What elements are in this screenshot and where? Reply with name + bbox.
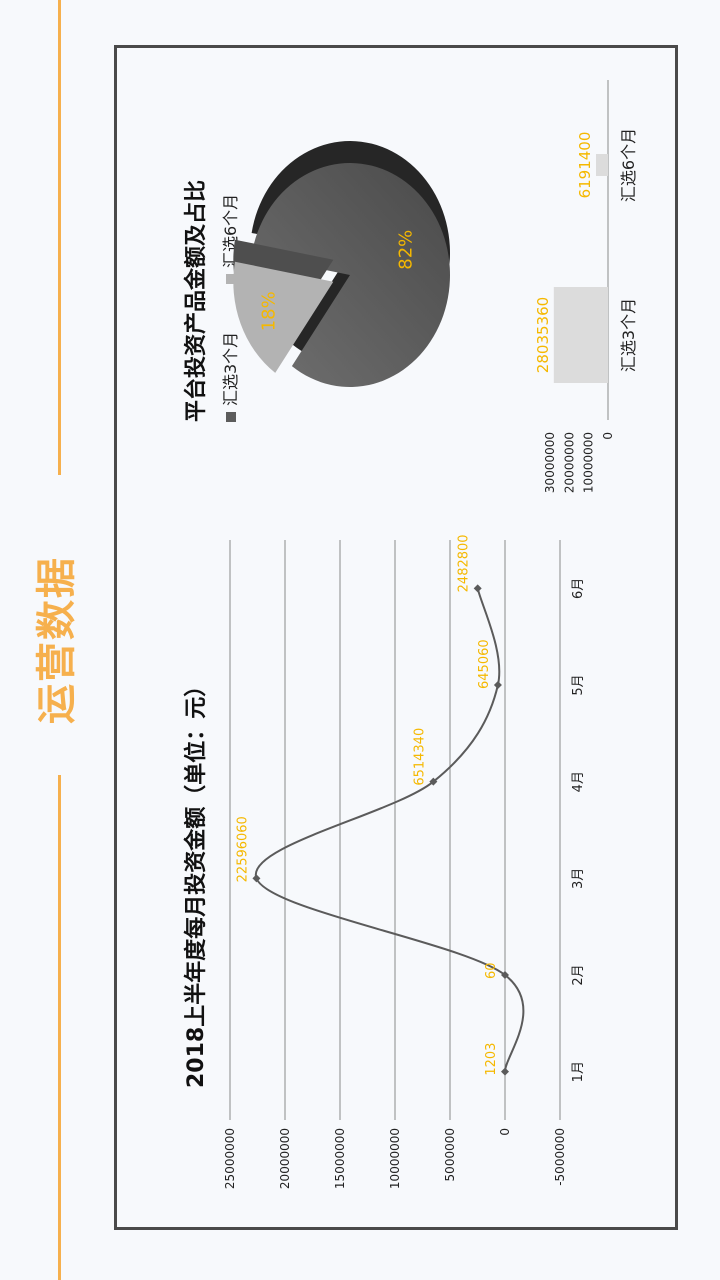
bar-y-tick-label: 20000000 [562,432,576,493]
bar-category-label: 汇选6个月 [619,128,638,202]
bar-y-tick-label: 30000000 [543,432,557,493]
y-tick-label: -5000000 [553,1128,567,1186]
data-label: 1203 [484,1043,499,1076]
x-tick-label: 3月 [571,868,586,889]
y-tick-label: 15000000 [333,1128,347,1189]
x-tick-label: 4月 [571,771,586,792]
bar [596,154,609,176]
pie-label: 18% [258,291,279,331]
data-point [493,681,502,689]
bar-y-tick-label: 0 [601,432,615,440]
legend-label: 汇选3个月 [221,332,240,406]
data-point [429,777,438,786]
data-point [500,971,509,979]
y-tick-label: 20000000 [278,1128,292,1189]
y-tick-label: 25000000 [223,1128,237,1189]
data-label: 60 [484,962,499,979]
bar-data-label: 28035360 [534,297,552,373]
bar-category-label: 汇选3个月 [619,298,638,372]
data-label: 22596060 [235,816,250,882]
bar-y-tick-label: 10000000 [582,432,596,493]
x-tick-label: 6月 [571,578,586,599]
pie-label: 82% [396,230,417,270]
data-point [252,874,261,883]
x-tick-label: 1月 [571,1061,586,1082]
x-tick-label: 5月 [571,674,586,695]
data-label: 2482800 [457,534,472,592]
data-label: 645060 [477,639,492,689]
pie-slice-large [251,163,450,387]
y-tick-label: 10000000 [388,1128,402,1189]
data-point [500,1067,509,1076]
x-tick-label: 2月 [571,964,586,985]
legend-swatch [226,412,236,422]
data-label: 6514340 [412,728,427,786]
y-tick-label: 0 [498,1128,512,1136]
data-point [473,584,482,593]
pie-slice-small [233,261,334,373]
bar [553,287,608,383]
bar-data-label: 6191400 [576,132,594,199]
y-tick-label: 5000000 [443,1128,457,1181]
